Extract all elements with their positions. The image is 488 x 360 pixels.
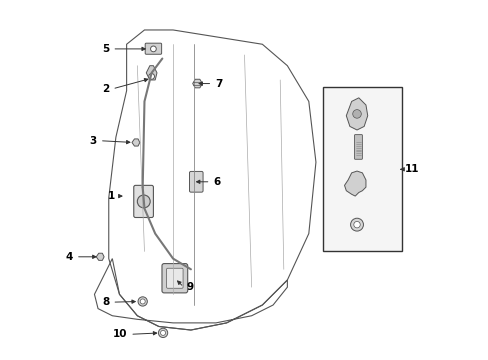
Text: 5: 5 xyxy=(102,44,109,54)
Circle shape xyxy=(140,299,145,304)
Text: 2: 2 xyxy=(102,84,109,94)
FancyBboxPatch shape xyxy=(134,185,153,217)
Text: 1: 1 xyxy=(107,191,115,201)
Text: 4: 4 xyxy=(65,252,73,262)
Text: 8: 8 xyxy=(102,297,109,307)
FancyBboxPatch shape xyxy=(145,43,162,54)
Text: 9: 9 xyxy=(186,282,193,292)
Polygon shape xyxy=(132,139,140,146)
Circle shape xyxy=(160,330,165,336)
Polygon shape xyxy=(96,253,104,260)
Text: 3: 3 xyxy=(89,136,97,146)
Polygon shape xyxy=(146,66,157,80)
FancyBboxPatch shape xyxy=(189,171,203,192)
Text: 7: 7 xyxy=(215,78,222,89)
Circle shape xyxy=(138,297,147,306)
Circle shape xyxy=(350,218,363,231)
FancyBboxPatch shape xyxy=(166,268,183,288)
Circle shape xyxy=(148,73,154,79)
Text: 10: 10 xyxy=(113,329,127,339)
Circle shape xyxy=(150,46,156,52)
Bar xyxy=(323,87,401,251)
Polygon shape xyxy=(344,171,365,196)
FancyBboxPatch shape xyxy=(354,135,362,159)
Circle shape xyxy=(352,110,361,118)
Circle shape xyxy=(158,328,167,338)
Circle shape xyxy=(137,195,150,208)
Text: 11: 11 xyxy=(404,164,418,174)
FancyBboxPatch shape xyxy=(162,264,187,293)
Polygon shape xyxy=(192,79,202,88)
Circle shape xyxy=(353,221,360,228)
Text: 6: 6 xyxy=(213,177,220,187)
Polygon shape xyxy=(346,98,367,130)
